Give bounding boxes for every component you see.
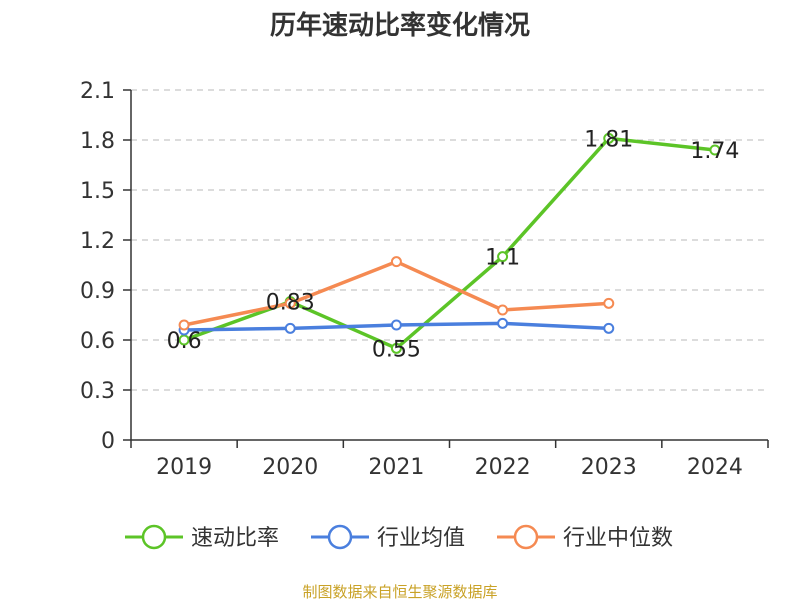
y-tick-label: 2.1 xyxy=(80,79,115,104)
legend-marker xyxy=(327,524,353,550)
legend-marker xyxy=(141,524,167,550)
data-point xyxy=(603,322,615,334)
data-point xyxy=(603,297,615,309)
x-tick-label: 2020 xyxy=(262,455,318,480)
axes xyxy=(123,89,769,448)
data-point xyxy=(284,322,296,334)
y-tick-label: 1.2 xyxy=(80,229,115,254)
data-point xyxy=(284,297,296,309)
data-label: 1.81 xyxy=(584,127,633,152)
y-tick-label: 0 xyxy=(101,429,115,454)
grid xyxy=(131,89,768,391)
data-point xyxy=(497,304,509,316)
data-label: 0.83 xyxy=(266,291,315,316)
x-tick-label: 2023 xyxy=(581,455,637,480)
legend-item: 行业中位数 xyxy=(497,524,673,551)
x-axis-ticks: 2019 2020 2021 2022 2023 2024 xyxy=(156,455,743,480)
series-group xyxy=(178,132,721,354)
y-tick-label: 0.3 xyxy=(80,379,115,404)
x-tick-label: 2019 xyxy=(156,455,212,480)
legend: 速动比率 行业均值 行业中位数 xyxy=(125,524,673,551)
legend-label: 速动比率 xyxy=(191,526,279,551)
data-point xyxy=(390,319,402,331)
data-point xyxy=(497,251,509,263)
chart-title: 历年速动比率变化情况 xyxy=(270,10,530,41)
data-point xyxy=(603,132,615,144)
series-line xyxy=(183,136,716,351)
y-tick-label: 0.6 xyxy=(80,329,115,354)
legend-label: 行业均值 xyxy=(377,526,465,551)
source-note: 制图数据来自恒生聚源数据库 xyxy=(302,583,497,600)
x-tick-label: 2021 xyxy=(368,455,424,480)
x-tick-label: 2024 xyxy=(687,455,743,480)
data-label: 0.6 xyxy=(167,329,202,354)
data-label: 0.55 xyxy=(372,337,421,362)
data-labels: 0.6 0.83 0.55 1.1 1.81 1.74 xyxy=(167,127,740,362)
legend-item: 行业均值 xyxy=(311,524,465,551)
data-point xyxy=(497,317,509,329)
y-axis-ticks: 0 0.3 0.6 0.9 1.2 1.5 1.8 2.1 xyxy=(80,79,115,454)
data-label: 1.1 xyxy=(485,246,520,271)
data-point xyxy=(390,342,402,354)
y-tick-label: 0.9 xyxy=(80,279,115,304)
legend-label: 行业中位数 xyxy=(563,526,673,551)
y-tick-label: 1.5 xyxy=(80,179,115,204)
x-tick-label: 2022 xyxy=(475,455,531,480)
legend-marker xyxy=(513,524,539,550)
y-tick-label: 1.8 xyxy=(80,129,115,154)
data-point xyxy=(390,256,402,268)
data-point xyxy=(709,144,721,156)
legend-item: 速动比率 xyxy=(125,524,279,551)
data-point xyxy=(178,319,190,331)
data-label: 1.74 xyxy=(690,139,739,164)
